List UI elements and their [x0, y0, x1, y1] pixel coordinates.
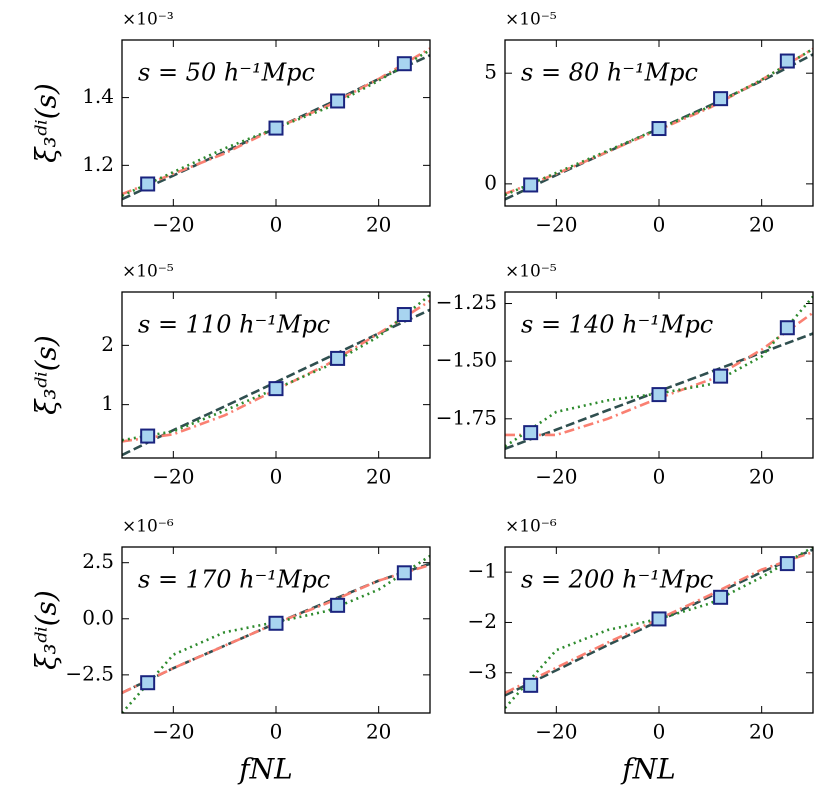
curve: [505, 295, 813, 448]
data-point: [330, 597, 346, 613]
x-tick-label: 0: [270, 720, 283, 744]
data-point: [779, 53, 795, 69]
x-tick-label: −20: [535, 213, 577, 237]
y-tick-label: −1.50: [436, 348, 497, 372]
data-point: [713, 91, 729, 107]
y-tick-label: −2.5: [65, 661, 114, 685]
data-point: [713, 589, 729, 605]
panel: −20 0 20 −1.75 −1.50 −1.25 s = 140 h⁻¹Mpc ×10⁻⁵: [436, 262, 814, 489]
x-tick-label: 0: [653, 720, 666, 744]
x-tick-label: −20: [535, 465, 577, 489]
y-tick-label: 0: [484, 170, 497, 194]
data-point: [523, 177, 539, 193]
panel: −20 0 20 1.2 1.4 s = 50 h⁻¹Mpc ×10⁻³ ξ₃ᵈⁱ(s): [30, 10, 431, 237]
y-tick-label: −1: [468, 559, 497, 583]
offset-label: ×10⁻⁶: [122, 517, 174, 537]
data-point: [523, 425, 539, 441]
y-tick-label: 1.2: [82, 152, 114, 176]
annotation: s = 50 h⁻¹Mpc: [138, 59, 315, 87]
data-point: [779, 556, 795, 572]
y-tick-label: −1.75: [436, 405, 497, 429]
y-tick-label: 2.5: [82, 549, 114, 573]
annotation: s = 200 h⁻¹Mpc: [521, 566, 713, 594]
data-point: [330, 93, 346, 109]
y-axis-label: ξ₃ᵈⁱ(s): [30, 590, 63, 670]
data-point: [268, 615, 284, 631]
panel: −20 0 20 1 2 s = 110 h⁻¹Mpc ×10⁻⁵ ξ₃ᵈⁱ(s): [30, 262, 431, 489]
annotation: s = 170 h⁻¹Mpc: [138, 566, 330, 594]
offset-label: ×10⁻⁵: [122, 262, 174, 282]
y-tick-label: −2: [468, 609, 497, 633]
x-tick-label: −20: [152, 213, 194, 237]
axes-frame: [121, 291, 431, 459]
y-tick-label: 1.4: [82, 84, 114, 108]
x-axis-label: fNL: [237, 753, 292, 786]
y-tick-label: −1.25: [436, 290, 497, 314]
x-tick-label: 0: [270, 213, 283, 237]
data-point: [140, 675, 156, 691]
data-point: [268, 381, 284, 397]
offset-label: ×10⁻⁶: [505, 517, 557, 537]
axes-frame: [504, 291, 814, 459]
annotation: s = 140 h⁻¹Mpc: [521, 311, 713, 339]
data-point: [523, 677, 539, 693]
curve: [505, 47, 813, 197]
panel: −20 0 20 0 5 s = 80 h⁻¹Mpc ×10⁻⁵: [484, 10, 814, 237]
curve: [505, 550, 813, 695]
y-axis-label: ξ₃ᵈⁱ(s): [30, 83, 63, 163]
x-tick-label: 0: [653, 213, 666, 237]
annotation: s = 80 h⁻¹Mpc: [521, 59, 698, 87]
panel: −20 0 20 −3 −2 −1 s = 200 h⁻¹Mpc ×10⁻⁶ fNL: [468, 517, 814, 786]
y-tick-label: 2: [101, 332, 114, 356]
x-tick-label: 20: [366, 213, 391, 237]
data-point: [396, 307, 412, 323]
axes-frame: [121, 39, 431, 207]
x-tick-label: −20: [152, 720, 194, 744]
data-point: [651, 611, 667, 627]
y-tick-label: 0.0: [82, 605, 114, 629]
axes-frame: [121, 546, 431, 714]
data-point: [651, 387, 667, 403]
x-tick-label: 20: [749, 213, 774, 237]
y-tick-label: 1: [101, 391, 114, 415]
y-tick-label: −3: [468, 659, 497, 683]
offset-label: ×10⁻³: [122, 10, 174, 30]
offset-label: ×10⁻⁵: [505, 10, 557, 30]
y-axis-label: ξ₃ᵈⁱ(s): [30, 335, 63, 415]
data-point: [268, 120, 284, 136]
axes-frame: [504, 546, 814, 714]
x-tick-label: −20: [152, 465, 194, 489]
offset-label: ×10⁻⁵: [505, 262, 557, 282]
data-point: [779, 320, 795, 336]
x-tick-label: 20: [749, 465, 774, 489]
x-tick-label: 0: [270, 465, 283, 489]
y-tick-label: 5: [484, 60, 497, 84]
data-point: [396, 56, 412, 72]
x-tick-label: 20: [749, 720, 774, 744]
data-point: [330, 350, 346, 366]
x-tick-label: 0: [653, 465, 666, 489]
data-point: [713, 368, 729, 384]
x-axis-label: fNL: [620, 753, 675, 786]
data-point: [396, 565, 412, 581]
data-point: [140, 428, 156, 444]
x-tick-label: −20: [535, 720, 577, 744]
axes-frame: [504, 39, 814, 207]
annotation: s = 110 h⁻¹Mpc: [138, 311, 330, 339]
x-tick-label: 20: [366, 465, 391, 489]
x-tick-label: 20: [366, 720, 391, 744]
data-point: [140, 176, 156, 192]
panel: −20 0 20 −2.5 0.0 2.5 s = 170 h⁻¹Mpc ×10⁻⁶ ξ₃ᵈⁱ(…: [30, 517, 431, 786]
data-point: [651, 121, 667, 137]
